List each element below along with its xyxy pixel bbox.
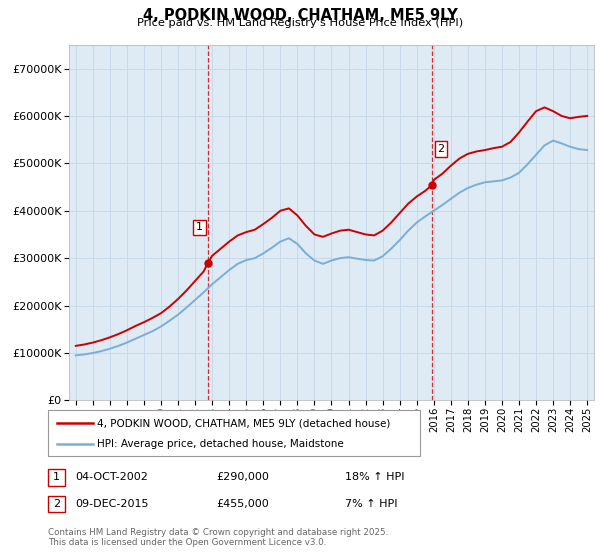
Text: HPI: Average price, detached house, Maidstone: HPI: Average price, detached house, Maid…: [97, 440, 344, 450]
Text: £290,000: £290,000: [216, 472, 269, 482]
Text: £455,000: £455,000: [216, 499, 269, 509]
Text: 2: 2: [437, 144, 445, 154]
Text: Price paid vs. HM Land Registry's House Price Index (HPI): Price paid vs. HM Land Registry's House …: [137, 18, 463, 29]
Text: 1: 1: [53, 472, 60, 482]
Text: 4, PODKIN WOOD, CHATHAM, ME5 9LY: 4, PODKIN WOOD, CHATHAM, ME5 9LY: [143, 8, 457, 24]
Text: 7% ↑ HPI: 7% ↑ HPI: [345, 499, 398, 509]
Text: 2: 2: [53, 499, 60, 509]
Text: Contains HM Land Registry data © Crown copyright and database right 2025.
This d: Contains HM Land Registry data © Crown c…: [48, 528, 388, 547]
Text: 09-DEC-2015: 09-DEC-2015: [75, 499, 149, 509]
Text: 4, PODKIN WOOD, CHATHAM, ME5 9LY (detached house): 4, PODKIN WOOD, CHATHAM, ME5 9LY (detach…: [97, 418, 391, 428]
Text: 04-OCT-2002: 04-OCT-2002: [75, 472, 148, 482]
Text: 1: 1: [196, 222, 203, 232]
Text: 18% ↑ HPI: 18% ↑ HPI: [345, 472, 404, 482]
